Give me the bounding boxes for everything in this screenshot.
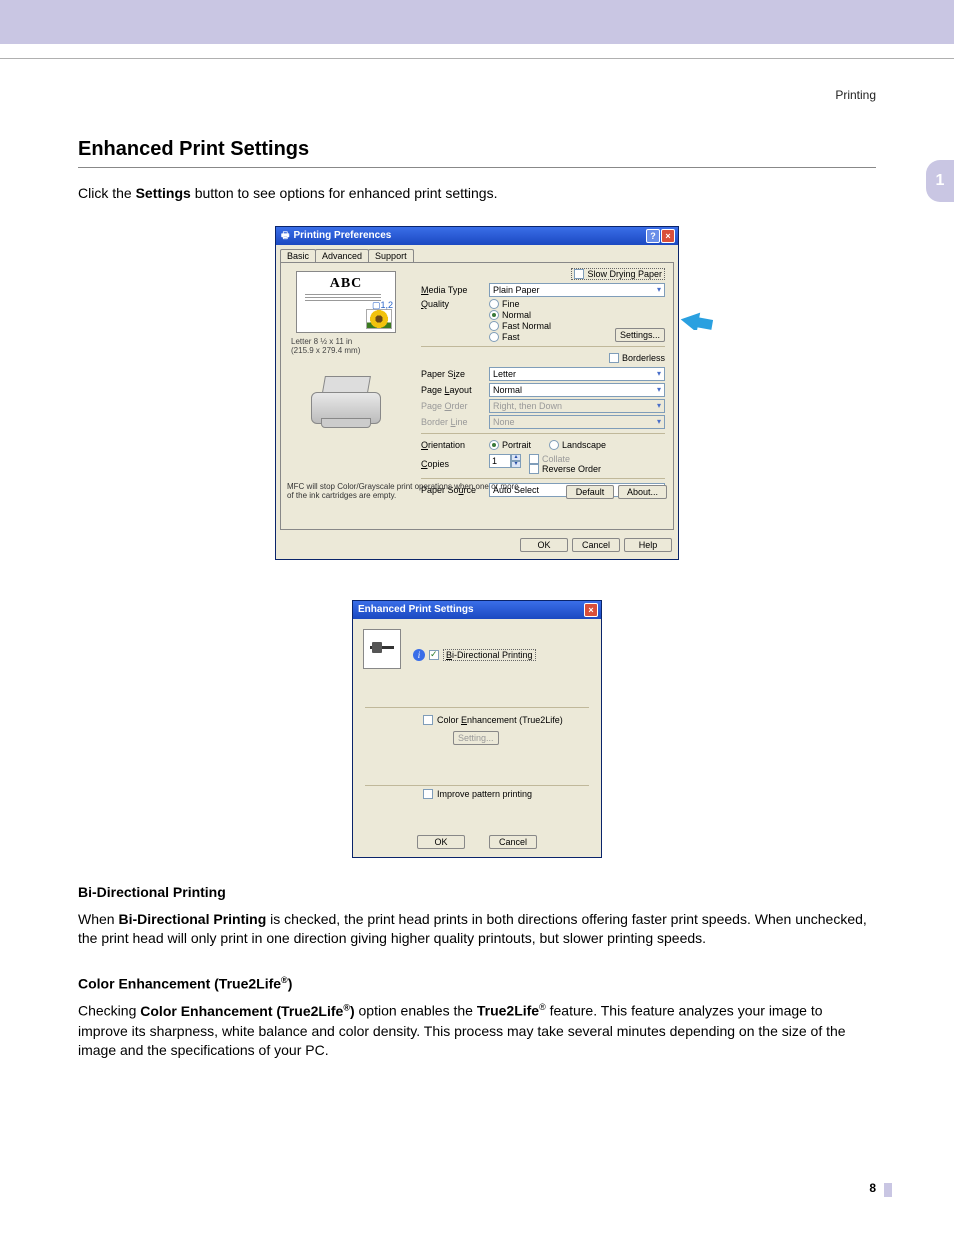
header-section-label: Printing: [835, 88, 876, 102]
borderless-label: Borderless: [622, 353, 665, 363]
copies-input[interactable]: [489, 454, 511, 468]
color-enh-label: Color Enhancement (True2Life): [437, 715, 563, 725]
preview-meta: Letter 8 ½ x 11 in (215.9 x 279.4 mm): [291, 337, 401, 356]
section-title: Enhanced Print Settings: [78, 138, 876, 168]
spin-up-icon[interactable]: ▴: [511, 454, 521, 461]
borderless-checkbox[interactable]: Borderless: [609, 353, 665, 363]
cancel-button[interactable]: Cancel: [572, 538, 620, 552]
enhanced-print-settings-dialog: Enhanced Print Settings × i Bi-Direction…: [352, 600, 602, 858]
top-bar: [0, 0, 954, 44]
tab-panel-basic: ABC ▢1,2 Letter 8 ½ x 11 in (215.9 x 279…: [280, 262, 674, 530]
paper-size-mm: (215.9 x 279.4 mm): [291, 346, 401, 356]
about-button[interactable]: About...: [618, 485, 667, 499]
dlg2-ok-button[interactable]: OK: [417, 835, 465, 849]
printer-illustration: [301, 374, 391, 434]
slow-drying-label: Slow Drying Paper: [587, 269, 662, 279]
label-copies: Copies: [421, 459, 489, 469]
label-border-line: Border Line: [421, 417, 489, 427]
dlg1-title: Printing Preferences: [294, 230, 646, 241]
tab-basic[interactable]: Basic: [280, 249, 316, 262]
sub2-title: Color Enhancement (True2Life®): [78, 975, 876, 992]
chevron-down-icon: ▾: [657, 368, 661, 380]
tabs-row: Basic Advanced Support: [276, 245, 678, 262]
label-page-layout: Page Layout: [421, 385, 489, 395]
page-number: 8: [869, 1181, 876, 1195]
page-number-bar: [884, 1183, 892, 1197]
reverse-order-checkbox[interactable]: Reverse Order: [529, 464, 601, 474]
chevron-down-icon: ▾: [657, 416, 661, 428]
sub2-body: Checking Color Enhancement (True2Life®) …: [78, 1001, 876, 1060]
header-rule: [0, 58, 954, 59]
preview-text: ABC: [301, 276, 391, 292]
quality-normal[interactable]: Normal: [489, 310, 551, 320]
orientation-landscape[interactable]: Landscape: [549, 440, 606, 450]
paper-size-combo[interactable]: Letter▾: [489, 367, 665, 381]
bidir-label: Bi-Directional Printing: [443, 649, 536, 661]
dlg1-titlebar: 🖶 Printing Preferences ? ×: [276, 227, 678, 245]
sub1-title: Bi-Directional Printing: [78, 884, 876, 900]
layout-indicator: ▢1,2: [372, 300, 393, 311]
printing-preferences-dialog: 🖶 Printing Preferences ? × Basic Advance…: [275, 226, 679, 560]
footer-note: MFC will stop Color/Grayscale print oper…: [287, 483, 523, 501]
color-enh-checkbox[interactable]: [423, 715, 433, 725]
color-enh-row[interactable]: Color Enhancement (True2Life): [423, 715, 563, 725]
dlg2-cancel-button[interactable]: Cancel: [489, 835, 537, 849]
border-line-combo: None▾: [489, 415, 665, 429]
ok-button[interactable]: OK: [520, 538, 568, 552]
label-paper-size: Paper Size: [421, 369, 489, 379]
paper-size-label: Letter 8 ½ x 11 in: [291, 337, 401, 347]
label-page-order: Page Order: [421, 401, 489, 411]
slow-drying-checkbox[interactable]: Slow Drying Paper: [571, 268, 665, 280]
default-button[interactable]: Default: [566, 485, 614, 499]
copies-spinner[interactable]: ▴▾: [489, 454, 521, 468]
improve-pattern-label: Improve pattern printing: [437, 789, 532, 799]
dlg2-title: Enhanced Print Settings: [358, 604, 583, 615]
print-head-icon: [363, 629, 401, 669]
tab-support[interactable]: Support: [368, 249, 414, 262]
label-quality: Quality: [421, 299, 489, 309]
sub1-body: When Bi-Directional Printing is checked,…: [78, 910, 876, 949]
page-order-combo: Right, then Down▾: [489, 399, 665, 413]
bidir-row: i Bi-Directional Printing: [413, 649, 536, 661]
chapter-side-tab: 1: [926, 160, 954, 202]
intro-text: Click the Settings button to see options…: [78, 184, 876, 204]
chevron-down-icon: ▾: [657, 284, 661, 296]
help-button[interactable]: Help: [624, 538, 672, 552]
label-media-type: Media Type: [421, 285, 489, 295]
orientation-portrait[interactable]: Portrait: [489, 440, 531, 450]
document-preview: ABC ▢1,2: [296, 271, 396, 333]
intro-post: button to see options for enhanced print…: [191, 185, 498, 201]
chevron-down-icon: ▾: [657, 400, 661, 412]
quality-fine[interactable]: Fine: [489, 299, 551, 309]
setting-button: Setting...: [453, 731, 499, 745]
media-type-combo[interactable]: Plain Paper▾: [489, 283, 665, 297]
dlg2-titlebar: Enhanced Print Settings ×: [353, 601, 601, 619]
intro-pre: Click the: [78, 185, 136, 201]
help-icon[interactable]: ?: [646, 229, 660, 243]
settings-button[interactable]: Settings...: [615, 328, 665, 342]
preview-box: ABC ▢1,2 Letter 8 ½ x 11 in (215.9 x 279…: [291, 271, 401, 434]
chevron-down-icon: ▾: [657, 384, 661, 396]
quality-fast[interactable]: Fast: [489, 332, 551, 342]
close-icon[interactable]: ×: [584, 603, 598, 617]
quality-fast-normal[interactable]: Fast Normal: [489, 321, 551, 331]
improve-pattern-checkbox[interactable]: [423, 789, 433, 799]
info-icon: i: [413, 649, 425, 661]
page-layout-combo[interactable]: Normal▾: [489, 383, 665, 397]
tab-advanced[interactable]: Advanced: [315, 249, 369, 262]
close-icon[interactable]: ×: [661, 229, 675, 243]
bidir-checkbox[interactable]: [429, 650, 439, 660]
sunflower-icon: [366, 309, 392, 329]
intro-bold: Settings: [136, 185, 191, 201]
arrow-callout-icon: [679, 308, 713, 330]
improve-pattern-row[interactable]: Improve pattern printing: [423, 789, 532, 799]
printer-icon: 🖶: [281, 228, 290, 244]
spin-down-icon[interactable]: ▾: [511, 461, 521, 468]
quality-radios: Fine Normal Fast Normal Fast: [489, 299, 551, 342]
label-orientation: Orientation: [421, 440, 489, 450]
collate-checkbox: Collate: [529, 454, 601, 464]
